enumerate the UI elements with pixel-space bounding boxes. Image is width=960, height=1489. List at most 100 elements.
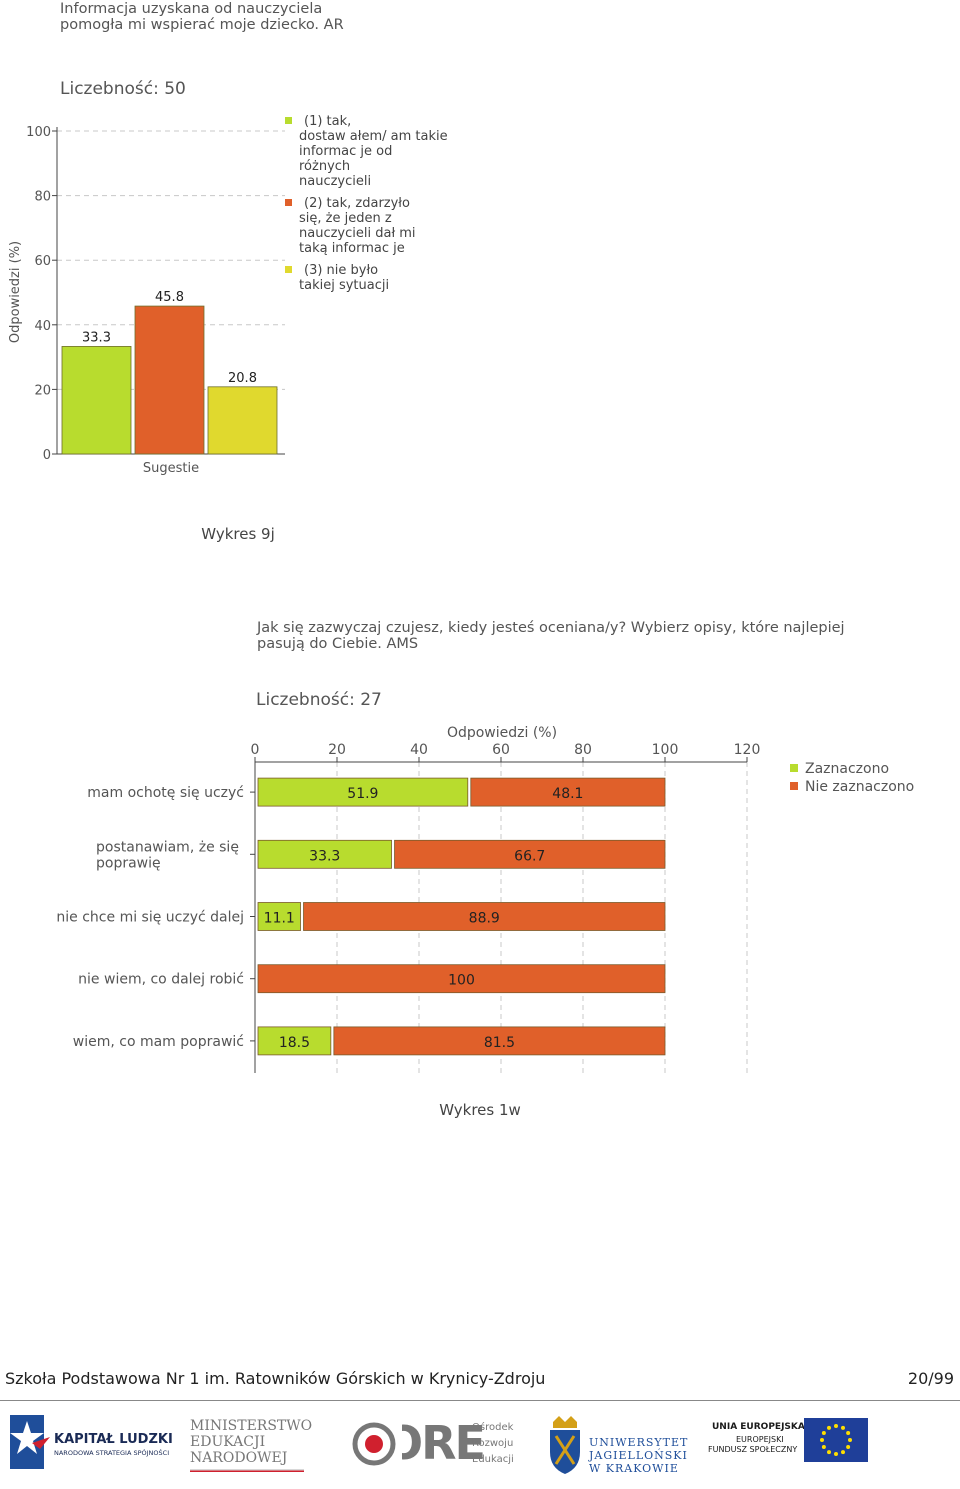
chart1-y-tick-label: 80	[34, 190, 51, 205]
uj-line-3: W KRAKOWIE	[589, 1462, 679, 1475]
logo-kapital-ludzki: KAPITAŁ LUDZKI NARODOWA STRATEGIA SPÓJNO…	[10, 1415, 180, 1470]
ore-wordmark: ORE	[384, 1416, 484, 1470]
eu-line-2: EUROPEJSKI	[736, 1435, 784, 1444]
footer-divider	[0, 1400, 960, 1401]
chart2-legend-label: Nie zaznaczono	[805, 779, 914, 795]
eu-line-3: FUNDUSZ SPOŁECZNY	[708, 1445, 798, 1454]
chart1-y-axis-label: Odpowiedzi (%)	[8, 241, 23, 343]
chart2-bar	[470, 777, 666, 807]
chart1-legend-label: nauczycieli dał mi	[299, 226, 416, 241]
chart2-x-tick-label: 40	[410, 742, 428, 758]
ore-line-1: Ośrodek	[472, 1422, 514, 1433]
ore-circle-icon	[352, 1422, 396, 1466]
chart2-count-label: Liczebność: 27	[256, 690, 382, 710]
eu-star-icon	[834, 1424, 838, 1428]
ministry-line-2: EDUKACJI	[190, 1434, 266, 1450]
chart2-title: Jak się zazwyczaj czujesz, kiedy jesteś …	[257, 620, 845, 652]
chart1-legend-label: informac je od	[299, 144, 392, 159]
logo-uj: UNIWERSYTET JAGIELLOŃSKI W KRAKOWIE	[547, 1416, 687, 1478]
chart2-legend-swatch	[790, 782, 798, 790]
chart2-data-label: 100	[448, 973, 475, 989]
chart1-legend-label: dostaw ałem/ am takie	[299, 129, 448, 144]
chart2-x-axis-label: Odpowiedzi (%)	[447, 725, 557, 741]
logo-ore: ORE Ośrodek Rozwoju Edukacji	[352, 1416, 532, 1472]
eu-star-icon	[834, 1452, 838, 1456]
ministry-line-3: NARODOWEJ	[190, 1450, 288, 1466]
chart2-data-label: 18.5	[279, 1035, 310, 1051]
chart2-legend-label: Zaznaczono	[805, 761, 889, 777]
chart2-data-label: 88.9	[469, 911, 500, 927]
ore-line-3: Edukacji	[472, 1454, 514, 1465]
chart1-data-label: 20.8	[228, 371, 257, 386]
chart2-data-label: 48.1	[552, 786, 583, 802]
logo-eu: UNIA EUROPEJSKA EUROPEJSKI FUNDUSZ SPOŁE…	[706, 1418, 876, 1468]
chart2-category-label: mam ochotę się uczyć	[87, 785, 244, 801]
chart2-bar	[257, 964, 666, 994]
chart1-data-label: 45.8	[155, 290, 184, 305]
chart2-category-label: nie chce mi się uczyć dalej	[56, 910, 244, 926]
chart1-legend-label: (2) tak, zdarzyło	[304, 196, 410, 211]
chart1-y-tick-label: 20	[34, 383, 51, 398]
chart2-category-label: poprawię	[96, 855, 161, 871]
chart2-data-label: 81.5	[484, 1035, 515, 1051]
ore-line-2: Rozwoju	[472, 1438, 514, 1449]
chart1-legend-swatch	[285, 199, 292, 206]
chart1-legend-label: różnych	[299, 159, 350, 174]
chart1-y-tick-label: 100	[26, 125, 51, 140]
eu-star-icon	[846, 1431, 851, 1435]
eu-star-icon	[827, 1425, 831, 1430]
chart2-data-label: 11.1	[264, 911, 295, 927]
chart2-legend-swatch	[790, 764, 798, 772]
chart2-bar	[257, 777, 469, 807]
chart2-caption: Wykres 1w	[439, 1101, 521, 1119]
chart2-category-label: nie wiem, co dalej robić	[78, 972, 244, 988]
chart1-data-label: 33.3	[82, 330, 111, 345]
chart2-x-tick-label: 20	[328, 742, 346, 758]
uj-line-2: JAGIELLOŃSKI	[589, 1449, 688, 1462]
kapital-ludzki-star-icon	[10, 1415, 50, 1469]
chart2-x-tick-label: 100	[652, 742, 679, 758]
chart2-bar	[257, 1026, 332, 1056]
chart2-x-tick-label: 0	[251, 742, 260, 758]
eu-star-icon	[846, 1445, 851, 1449]
eu-star-icon	[821, 1431, 826, 1435]
chart1-title: Informacja uzyskana od nauczyciela pomog…	[60, 1, 344, 33]
chart1-legend-label: taką informac je	[299, 241, 405, 256]
chart1-count-label: Liczebność: 50	[60, 79, 186, 99]
chart1-y-tick-label: 40	[34, 319, 51, 334]
eu-star-icon	[827, 1450, 831, 1455]
eu-star-icon	[820, 1438, 824, 1442]
eu-star-icon	[821, 1445, 826, 1449]
chart2-data-label: 66.7	[514, 848, 545, 864]
chart2-bar	[257, 839, 392, 869]
chart2-x-tick-label: 60	[492, 742, 510, 758]
ministry-line-1: MINISTERSTWO	[190, 1418, 313, 1434]
eu-star-icon	[841, 1450, 845, 1455]
chart2-data-label: 51.9	[347, 786, 378, 802]
chart1-plot: 0 20 40 60 80 100 33.3 45.8 20.8 Odpowiedzi (%)…	[8, 114, 448, 476]
chart2-bar	[303, 902, 666, 931]
chart1-legend-label: (1) tak,	[304, 114, 351, 129]
chart1-legend-swatch	[285, 117, 292, 124]
chart1-caption: Wykres 9j	[201, 525, 275, 543]
kapital-ludzki-title: KAPITAŁ LUDZKI	[54, 1432, 173, 1447]
kapital-ludzki-subtitle: NARODOWA STRATEGIA SPÓJNOŚCI	[54, 1449, 170, 1457]
chart2-x-tick-label: 120	[734, 742, 761, 758]
chart2-bar	[394, 839, 666, 869]
chart2-bar	[333, 1026, 666, 1056]
chart1-bar	[134, 305, 205, 455]
chart1-x-axis-label: Sugestie	[143, 461, 199, 476]
chart2-category-label: wiem, co mam poprawić	[73, 1034, 244, 1050]
logo-ministry: MINISTERSTWO EDUKACJI NARODOWEJ	[190, 1418, 320, 1476]
eu-flag-icon	[804, 1418, 868, 1462]
eu-line-1: UNIA EUROPEJSKA	[712, 1422, 805, 1432]
chart1-legend-label: nauczycieli	[299, 174, 371, 189]
chart2-category-label: postanawiam, że się	[96, 839, 239, 855]
eu-star-icon	[841, 1425, 845, 1430]
eu-star-icon	[848, 1438, 852, 1442]
chart1-y-tick-label: 60	[34, 254, 51, 269]
chart2-data-label: 33.3	[309, 848, 340, 864]
chart1-legend-swatch	[285, 266, 292, 273]
chart2-x-tick-label: 80	[574, 742, 592, 758]
chart1-bar	[61, 346, 132, 455]
